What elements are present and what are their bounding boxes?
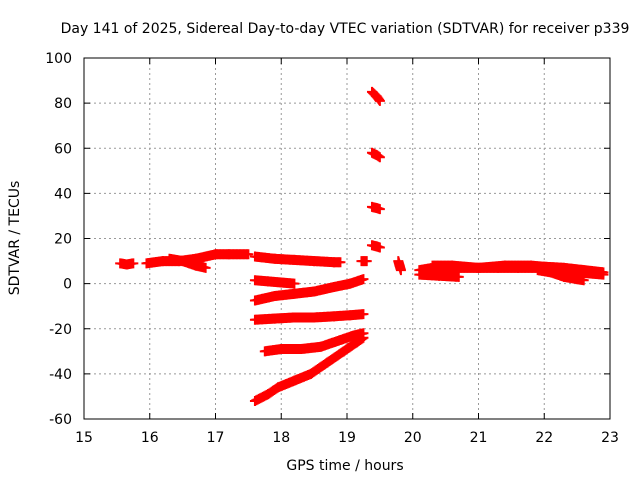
y-tick-label: 40 (54, 186, 72, 202)
data-point (395, 265, 406, 276)
data-point (200, 262, 211, 273)
series-arc-f (249, 274, 369, 306)
data-point (358, 332, 369, 343)
data-point (374, 152, 385, 163)
series-arc-e (249, 275, 300, 289)
chart-title: Day 141 of 2025, Sidereal Day-to-day VTE… (61, 21, 630, 37)
series-arc-o (393, 256, 406, 276)
y-axis-label: SDTVAR / TECUs (7, 181, 23, 296)
x-tick-label: 16 (141, 430, 159, 446)
series-arc-r (427, 260, 609, 278)
data-point (289, 278, 300, 289)
data-point (128, 258, 139, 269)
y-tick-label: 60 (54, 141, 72, 157)
y-tick-label: 0 (63, 277, 72, 293)
series-arc-l (366, 147, 385, 163)
x-tick-label: 17 (207, 430, 225, 446)
data-marks (115, 86, 609, 406)
data-point (243, 249, 254, 260)
y-tick-label: -60 (49, 412, 72, 428)
grid-lines (84, 58, 610, 419)
series-arc-m (366, 201, 385, 215)
y-tick-label: -40 (49, 367, 72, 383)
data-point (335, 257, 346, 268)
x-tick-label: 22 (535, 430, 553, 446)
y-tick-label: 20 (54, 232, 72, 248)
data-point (598, 267, 609, 278)
x-tick-label: 21 (470, 430, 488, 446)
x-tick-label: 19 (338, 430, 356, 446)
series-arc-q (414, 269, 464, 282)
data-point (374, 242, 385, 253)
x-tick-label: 15 (75, 430, 93, 446)
data-point (374, 204, 385, 215)
data-point (361, 256, 372, 267)
data-point (358, 274, 369, 285)
series-arc-i (249, 332, 369, 406)
y-tick-label: -20 (49, 322, 72, 338)
series-arc-k (366, 86, 385, 106)
data-point (578, 275, 589, 286)
x-tick-label: 18 (272, 430, 290, 446)
series-arc-d (249, 251, 346, 268)
x-tick-label: 20 (404, 430, 422, 446)
x-axis-label: GPS time / hours (286, 458, 403, 474)
x-tick-label: 23 (601, 430, 619, 446)
y-tick-label: 100 (45, 51, 72, 67)
data-point (374, 95, 385, 106)
series-arc-g (249, 309, 369, 325)
series-arc-a (115, 258, 139, 270)
data-point (453, 271, 464, 282)
series-arc-n (366, 240, 385, 253)
series-arc-c (164, 253, 211, 273)
series-arc-j (356, 256, 372, 267)
data-point (358, 309, 369, 320)
axis-ticks: 15 16 17 18 19 20 21 22 23 -60 -40 -20 0 20 40 60 80 100 (45, 51, 619, 446)
series-arc-h (259, 328, 369, 357)
series-arc-s (532, 265, 589, 286)
y-tick-label: 80 (54, 96, 72, 112)
